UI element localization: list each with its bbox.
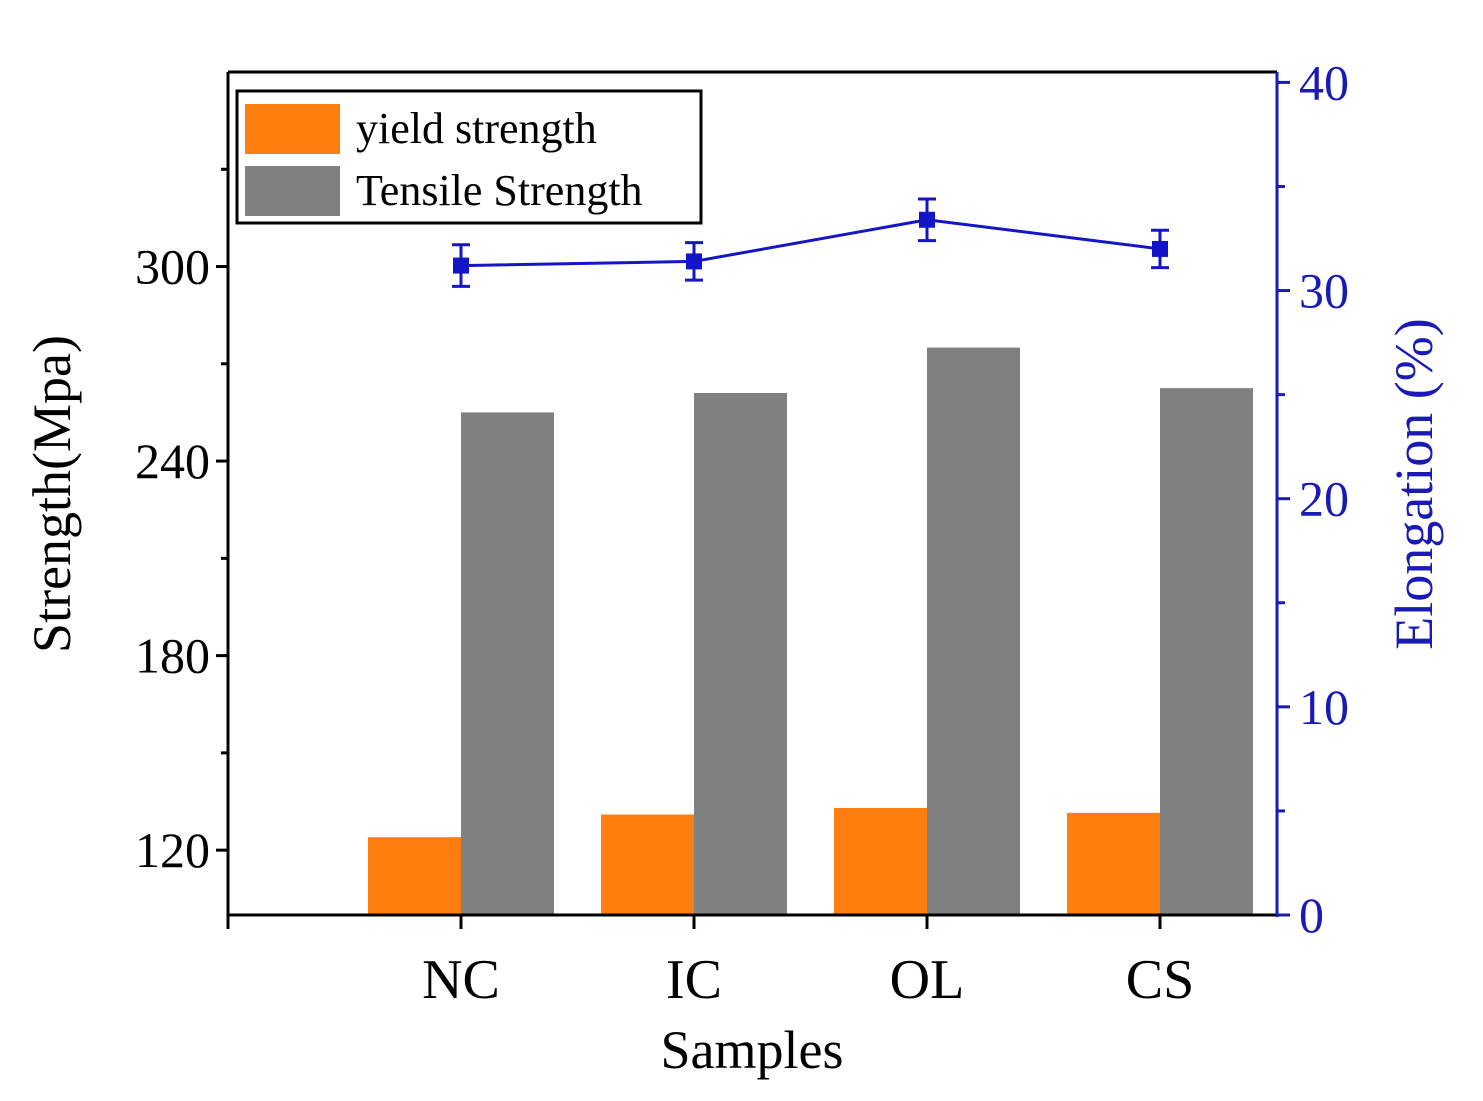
right-tick-label: 10 bbox=[1299, 679, 1349, 735]
left-tick-label: 120 bbox=[135, 822, 210, 878]
y-axis-title: Strength(Mpa) bbox=[22, 335, 82, 653]
category-label-ol: OL bbox=[890, 949, 965, 1011]
category-label-nc: NC bbox=[422, 949, 500, 1011]
y2-axis-title: Elongation (%) bbox=[1384, 318, 1444, 649]
yield-bar-cs bbox=[1067, 812, 1160, 915]
category-label-cs: CS bbox=[1126, 949, 1195, 1011]
legend-swatch-yield bbox=[245, 104, 340, 154]
yield-bar-ic bbox=[601, 814, 694, 915]
legend-label-tensile: Tensile Strength bbox=[356, 166, 643, 215]
axes-layer bbox=[216, 70, 1290, 929]
category-label-ic: IC bbox=[666, 949, 722, 1011]
elongation-line-layer bbox=[452, 197, 1169, 288]
tensile-bar-nc bbox=[461, 412, 554, 915]
right-tick-label: 40 bbox=[1299, 54, 1349, 110]
legend-label-yield: yield strength bbox=[356, 104, 597, 153]
right-tick-label: 20 bbox=[1299, 471, 1349, 527]
elongation-point-ol bbox=[919, 211, 935, 228]
left-tick-label: 300 bbox=[135, 239, 210, 295]
yield-bar-ol bbox=[834, 808, 927, 915]
elongation-point-cs bbox=[1152, 240, 1168, 257]
labels-layer: 120 180 240 300 NC IC OL CS 0 10 20 30 40 Samples Stre… bbox=[22, 54, 1444, 1080]
right-tick-label: 30 bbox=[1299, 263, 1349, 319]
elongation-line bbox=[460, 218, 1161, 268]
elongation-point-nc bbox=[453, 257, 469, 274]
legend-swatch-tensile bbox=[245, 166, 340, 216]
bars-layer bbox=[368, 347, 1253, 915]
tensile-bar-ic bbox=[694, 392, 787, 915]
left-tick-label: 240 bbox=[135, 433, 210, 489]
tensile-bar-ol bbox=[927, 347, 1020, 915]
yield-bar-nc bbox=[368, 837, 461, 915]
left-tick-label: 180 bbox=[135, 628, 210, 684]
tensile-bar-cs bbox=[1160, 388, 1253, 915]
right-tick-label: 0 bbox=[1299, 887, 1324, 943]
legend: yield strength Tensile Strength bbox=[235, 89, 703, 225]
elongation-point-ic bbox=[686, 253, 702, 270]
x-axis-title: Samples bbox=[661, 1020, 844, 1080]
